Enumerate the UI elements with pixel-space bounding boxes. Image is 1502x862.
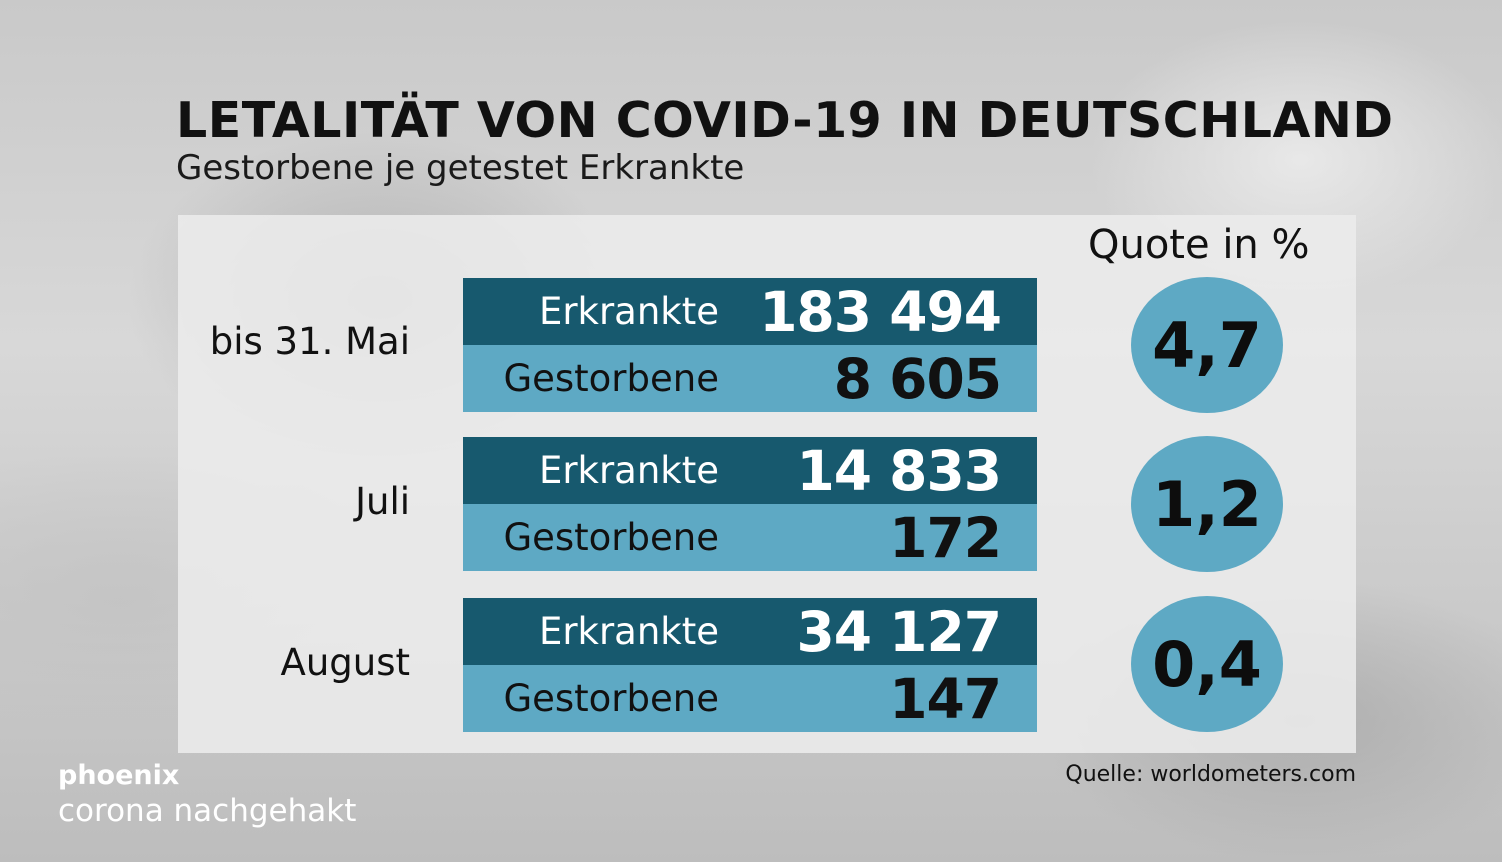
gestorbene-band: Gestorbene 8 605 bbox=[463, 345, 1037, 412]
gestorbene-value: 147 bbox=[889, 666, 1002, 731]
erkrankte-label: Erkrankte bbox=[538, 290, 719, 333]
gestorbene-band: Gestorbene 147 bbox=[463, 665, 1037, 732]
gestorbene-value: 8 605 bbox=[833, 346, 1002, 411]
erkrankte-label: Erkrankte bbox=[538, 449, 719, 492]
row-data-block: Erkrankte 183 494 Gestorbene 8 605 bbox=[463, 278, 1037, 412]
erkrankte-value: 183 494 bbox=[759, 279, 1002, 344]
row-data-block: Erkrankte 34 127 Gestorbene 147 bbox=[463, 598, 1037, 732]
row-period-label: Juli bbox=[355, 480, 410, 523]
quote-circle: 1,2 bbox=[1131, 436, 1283, 572]
gestorbene-band: Gestorbene 172 bbox=[463, 504, 1037, 571]
gestorbene-label: Gestorbene bbox=[503, 516, 719, 559]
row-period-label: August bbox=[280, 641, 410, 684]
erkrankte-value: 34 127 bbox=[796, 599, 1002, 664]
quote-circle: 0,4 bbox=[1131, 596, 1283, 732]
erkrankte-value: 14 833 bbox=[796, 438, 1002, 503]
graphic-title: LETALITÄT VON COVID-19 IN DEUTSCHLAND bbox=[176, 92, 1394, 149]
source-note: Quelle: worldometers.com bbox=[1065, 762, 1356, 787]
erkrankte-band: Erkrankte 183 494 bbox=[463, 278, 1037, 345]
erkrankte-label: Erkrankte bbox=[538, 610, 719, 653]
gestorbene-label: Gestorbene bbox=[503, 357, 719, 400]
quote-column-header: Quote in % bbox=[1088, 222, 1310, 268]
row-data-block: Erkrankte 14 833 Gestorbene 172 bbox=[463, 437, 1037, 571]
erkrankte-band: Erkrankte 34 127 bbox=[463, 598, 1037, 665]
erkrankte-band: Erkrankte 14 833 bbox=[463, 437, 1037, 504]
channel-logo: phoenix bbox=[58, 760, 180, 791]
gestorbene-label: Gestorbene bbox=[503, 677, 719, 720]
quote-circle: 4,7 bbox=[1131, 277, 1283, 413]
gestorbene-value: 172 bbox=[889, 505, 1002, 570]
row-period-label: bis 31. Mai bbox=[209, 320, 410, 363]
show-name: corona nachgehakt bbox=[58, 793, 357, 829]
graphic-subtitle: Gestorbene je getestet Erkrankte bbox=[176, 148, 745, 188]
